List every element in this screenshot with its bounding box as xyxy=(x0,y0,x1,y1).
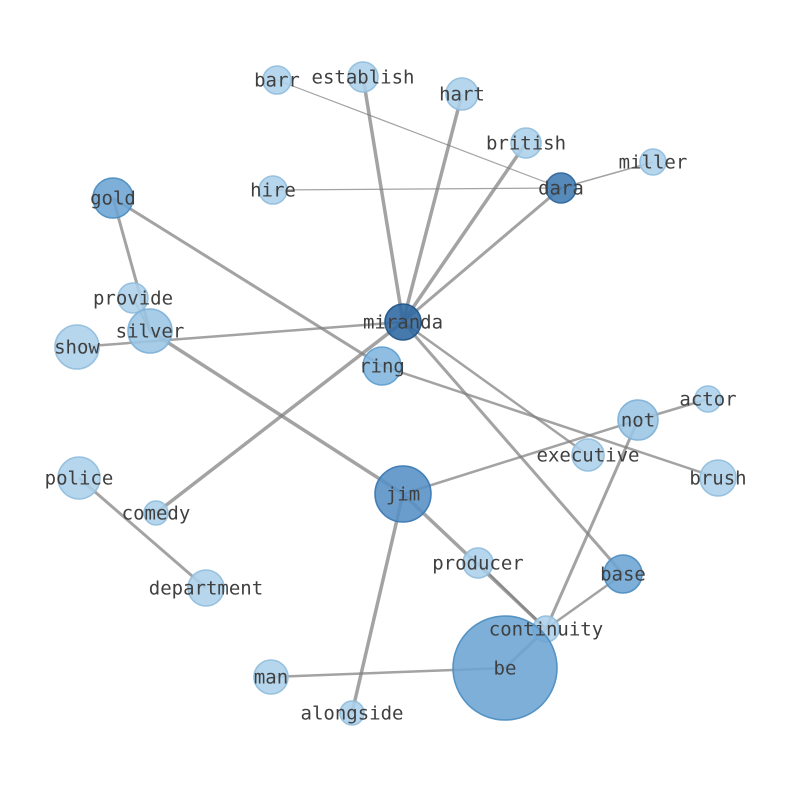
graph-node-gold xyxy=(92,177,134,219)
graph-node-label-police: police xyxy=(45,467,114,489)
graph-edge-miranda-executive xyxy=(402,320,589,457)
graph-edge-gold-ring xyxy=(112,196,383,368)
graph-node-comedy xyxy=(143,500,169,526)
graph-node-label-barr: barr xyxy=(254,69,300,91)
graph-node-police xyxy=(57,456,101,500)
graph-edge-not-continuity xyxy=(544,419,640,630)
graph-node-miranda xyxy=(384,303,422,341)
graph-edge-comedy-miranda xyxy=(154,320,405,515)
graph-node-label-gold: gold xyxy=(90,187,136,209)
graph-node-dara xyxy=(545,172,577,204)
graph-node-label-silver: silver xyxy=(116,320,185,342)
graph-node-label-establish: establish xyxy=(312,66,415,88)
graph-node-label-comedy: comedy xyxy=(122,502,191,524)
graph-edge-dara-miller xyxy=(560,161,654,189)
label-layer: barr establish hart british miller hire dara go… xyxy=(45,66,747,724)
graph-edge-silver-jim xyxy=(149,329,404,496)
graph-node-not xyxy=(617,399,659,441)
graph-edge-police-department xyxy=(78,476,207,590)
graph-edge-establish-miranda xyxy=(361,76,405,323)
node-layer xyxy=(54,61,737,726)
graph-node-label-british: british xyxy=(486,132,566,154)
graph-node-label-dara: dara xyxy=(538,177,584,199)
graph-node-ring xyxy=(362,346,402,386)
graph-node-miller xyxy=(639,148,667,176)
graph-node-provide xyxy=(117,282,149,314)
graph-node-label-miller: miller xyxy=(619,151,688,173)
graph-node-be xyxy=(452,615,558,721)
graph-node-jim xyxy=(374,465,432,523)
graph-node-hire xyxy=(258,175,288,205)
graph-node-label-continuity: continuity xyxy=(489,618,603,640)
graph-edge-hart-miranda xyxy=(401,93,464,323)
graph-edge-british-miranda xyxy=(401,142,528,323)
graph-node-label-department: department xyxy=(149,577,263,599)
graph-node-brush xyxy=(699,459,737,497)
graph-node-label-ring: ring xyxy=(359,355,405,377)
graph-node-label-hart: hart xyxy=(439,83,485,105)
graph-node-label-brush: brush xyxy=(689,467,746,489)
graph-node-hart xyxy=(445,77,479,111)
graph-node-alongside xyxy=(339,700,365,726)
graph-node-show xyxy=(54,324,100,370)
graph-node-department xyxy=(187,569,225,607)
graph-node-label-base: base xyxy=(600,563,646,585)
graph-node-label-be: be xyxy=(494,657,517,679)
graph-node-actor xyxy=(694,385,722,413)
graph-node-base xyxy=(603,554,643,594)
graph-node-barr xyxy=(262,65,292,95)
graph-node-man xyxy=(253,659,289,695)
graph-edge-ring-brush xyxy=(381,364,719,480)
graph-node-establish xyxy=(347,61,379,93)
graph-edge-hire-dara xyxy=(272,187,562,191)
graph-node-label-miranda: miranda xyxy=(363,311,443,333)
graph-edge-jim-alongside xyxy=(350,493,405,714)
graph-node-label-actor: actor xyxy=(679,388,736,410)
graph-node-silver xyxy=(127,308,173,354)
graph-node-label-jim: jim xyxy=(386,483,420,505)
graph-node-executive xyxy=(571,438,605,472)
graph-edge-miranda-base xyxy=(401,321,625,575)
graph-node-label-executive: executive xyxy=(537,444,640,466)
graph-node-label-man: man xyxy=(254,666,288,688)
graph-node-british xyxy=(510,127,542,159)
graph-node-producer xyxy=(462,547,494,579)
graph-node-label-show: show xyxy=(54,336,100,358)
graph-node-label-hire: hire xyxy=(250,179,296,201)
graph-node-label-producer: producer xyxy=(432,552,524,574)
graph-node-label-not: not xyxy=(621,409,655,431)
graph-node-label-alongside: alongside xyxy=(301,702,404,724)
graph-edge-dara-miranda xyxy=(402,186,562,324)
graph-edge-barr-dara xyxy=(276,79,562,189)
graph-node-label-provide: provide xyxy=(93,287,173,309)
